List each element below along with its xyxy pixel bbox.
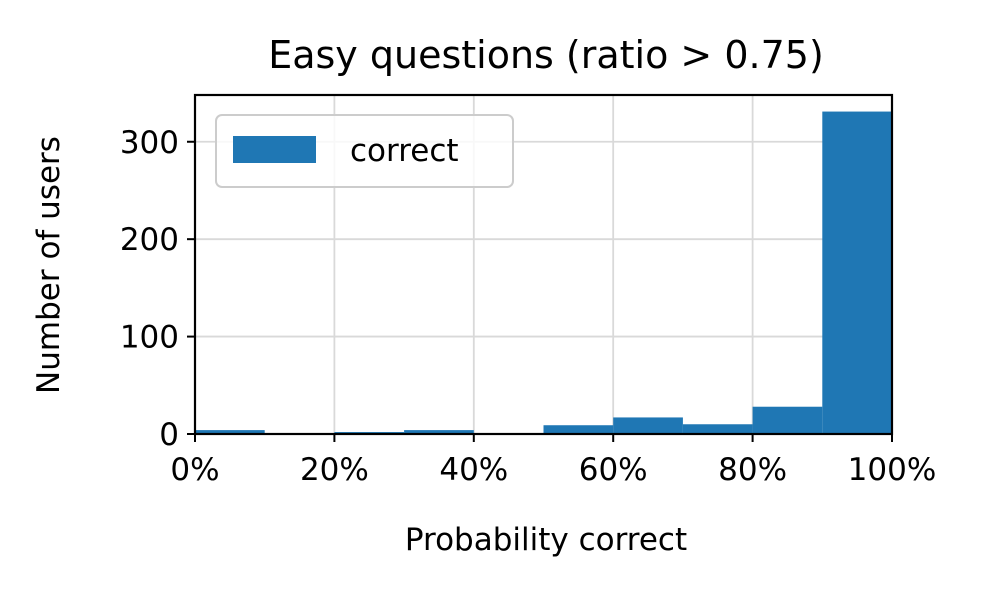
legend: correct (215, 114, 514, 188)
y-axis-ticks: 0 100 200 300 (120, 125, 195, 453)
histogram-bar-6 (613, 417, 683, 434)
x-tick-label-4: 80% (718, 452, 787, 488)
x-tick-label-3: 60% (579, 452, 648, 488)
x-tick-label-1: 20% (300, 452, 369, 488)
y-axis-label: Number of users (31, 136, 67, 394)
legend-label-correct: correct (350, 133, 459, 169)
histogram-bar-7 (682, 424, 753, 434)
legend-box (215, 114, 514, 188)
histogram-bar-8 (752, 406, 823, 434)
x-tick-label-0: 0% (170, 452, 219, 488)
legend-swatch-correct (233, 136, 316, 163)
x-axis-label: Probability correct (405, 522, 687, 558)
x-tick-label-5: 100% (848, 452, 937, 488)
y-tick-label-2: 200 (120, 222, 179, 258)
y-tick-label-1: 100 (120, 320, 179, 356)
y-tick-label-3: 300 (120, 125, 179, 161)
histogram-bar-5 (543, 425, 614, 434)
histogram-bar-0 (195, 430, 265, 434)
chart-title: Easy questions (ratio > 0.75) (268, 33, 824, 77)
x-tick-label-2: 40% (439, 452, 508, 488)
histogram-bars (195, 111, 892, 434)
histogram-bar-3 (404, 430, 474, 434)
histogram-bar-9 (822, 111, 892, 434)
x-axis-ticks: 0% 20% 40% 60% 80% 100% (170, 434, 936, 488)
plot-frame (193, 93, 894, 436)
y-tick-label-0: 0 (159, 417, 179, 453)
